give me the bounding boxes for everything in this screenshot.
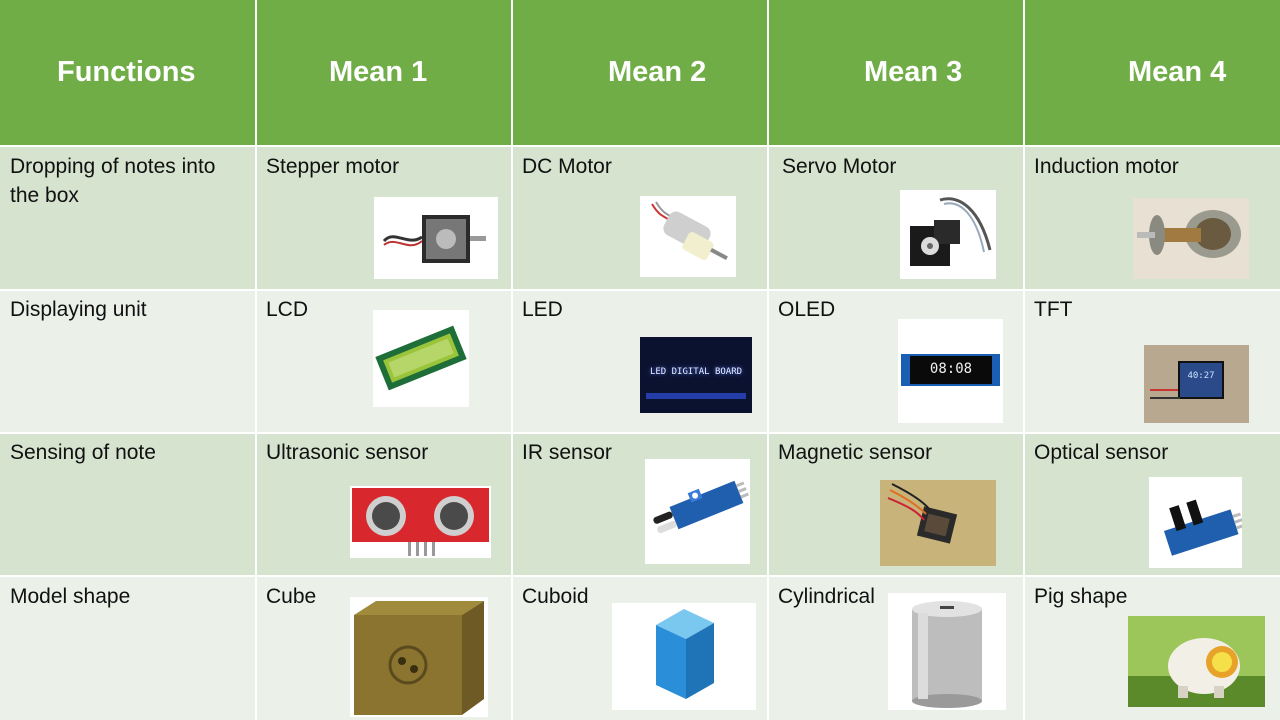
mean-label: Cuboid — [522, 585, 589, 608]
optical-sensor-image — [1149, 477, 1242, 568]
mean-cell: Cube — [257, 577, 511, 720]
cube-image — [350, 597, 488, 717]
function-label: Model shape — [10, 585, 131, 608]
function-label: Displaying unit — [10, 298, 147, 321]
header-label: Mean 4 — [1128, 56, 1227, 88]
mean-label: Cube — [266, 585, 317, 608]
mean-label: Pig shape — [1034, 585, 1128, 608]
tft-display-text: 40:27 — [1187, 371, 1215, 381]
mean-cell: Magnetic sensor — [769, 434, 1023, 575]
mean-label: Optical sensor — [1034, 441, 1169, 464]
induction-motor-image — [1133, 198, 1249, 279]
header-mean-2: Mean 2 — [513, 0, 767, 145]
led-board-text: LED DIGITAL BOARD — [649, 367, 743, 377]
mean-label: Magnetic sensor — [778, 441, 933, 464]
oled-display-text: 08:08 — [929, 361, 973, 377]
mean-label: Stepper motor — [266, 155, 400, 178]
lcd-image — [373, 310, 469, 407]
mean-cell: Servo Motor — [769, 147, 1023, 289]
mean-label: LCD — [266, 298, 309, 321]
header-label: Mean 3 — [864, 56, 963, 88]
mean-label: Ultrasonic sensor — [266, 441, 429, 464]
mean-cell: Stepper motor — [257, 147, 511, 289]
mean-cell: Induction motor — [1025, 147, 1280, 289]
mean-label: TFT — [1034, 298, 1073, 321]
header-label: Mean 2 — [608, 56, 707, 88]
function-cell: Model shape — [0, 577, 255, 720]
cuboid-image — [612, 603, 756, 710]
function-cell: Dropping of notes into the box — [0, 147, 255, 289]
mean-cell: Ultrasonic sensor — [257, 434, 511, 575]
mean-cell: IR sensor — [513, 434, 767, 575]
function-label: Sensing of note — [10, 441, 156, 464]
mean-cell: TFT 40:27 — [1025, 291, 1280, 432]
pig-shape-image — [1128, 616, 1265, 707]
header-mean-1: Mean 1 — [257, 0, 511, 145]
header-mean-3: Mean 3 — [769, 0, 1023, 145]
cylindrical-image — [888, 593, 1006, 710]
mean-label: LED — [522, 298, 563, 321]
ir-sensor-image — [645, 459, 750, 564]
mean-cell: OLED 08:08 — [769, 291, 1023, 432]
magnetic-sensor-image — [880, 480, 996, 566]
dc-motor-image — [640, 196, 736, 277]
mean-cell: Optical sensor — [1025, 434, 1280, 575]
mean-cell: LED LED DIGITAL BOARD — [513, 291, 767, 432]
mean-label: Servo Motor — [782, 155, 897, 178]
header-label: Functions — [57, 56, 196, 88]
mean-label: DC Motor — [522, 155, 612, 178]
header-functions: Functions — [0, 0, 255, 145]
function-cell: Sensing of note — [0, 434, 255, 575]
tft-image: 40:27 — [1144, 345, 1249, 423]
mean-cell: LCD — [257, 291, 511, 432]
mean-cell: Cuboid — [513, 577, 767, 720]
mean-cell: Pig shape — [1025, 577, 1280, 720]
led-board-image: LED DIGITAL BOARD — [640, 337, 752, 413]
oled-image: 08:08 — [898, 319, 1003, 423]
mean-label: Induction motor — [1034, 155, 1179, 178]
header-label: Mean 1 — [329, 56, 428, 88]
header-mean-4: Mean 4 — [1025, 0, 1280, 145]
servo-motor-image — [900, 190, 996, 279]
mean-cell: Cylindrical — [769, 577, 1023, 720]
function-cell: Displaying unit — [0, 291, 255, 432]
mean-label: OLED — [778, 298, 836, 321]
function-label: Dropping of notes into the box — [10, 155, 216, 207]
stepper-motor-image — [374, 197, 498, 279]
ultrasonic-sensor-image — [350, 486, 491, 558]
mean-cell: DC Motor — [513, 147, 767, 289]
mean-label: IR sensor — [522, 441, 612, 464]
mean-label: Cylindrical — [778, 585, 875, 608]
